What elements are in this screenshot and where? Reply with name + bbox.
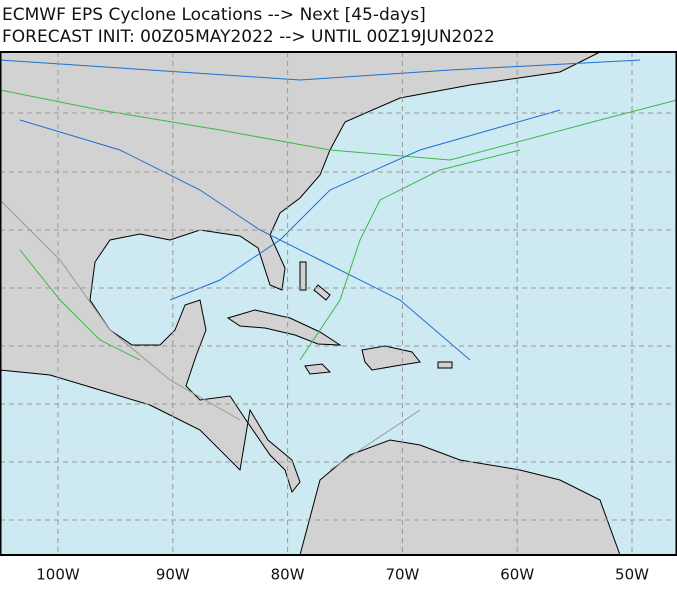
longitude-label: 60W [500, 566, 534, 584]
map-subtitle: FORECAST INIT: 00Z05MAY2022 --> UNTIL 00… [2, 27, 495, 47]
longitude-label: 50W [615, 566, 649, 584]
longitude-label: 90W [156, 566, 190, 584]
longitude-label: 70W [385, 566, 419, 584]
graticule [0, 52, 677, 555]
map-title: ECMWF EPS Cyclone Locations --> Next [45… [2, 5, 426, 25]
longitude-label: 100W [36, 566, 80, 584]
storm-tracks [0, 59, 677, 471]
longitude-label: 80W [271, 566, 305, 584]
land [0, 51, 621, 556]
